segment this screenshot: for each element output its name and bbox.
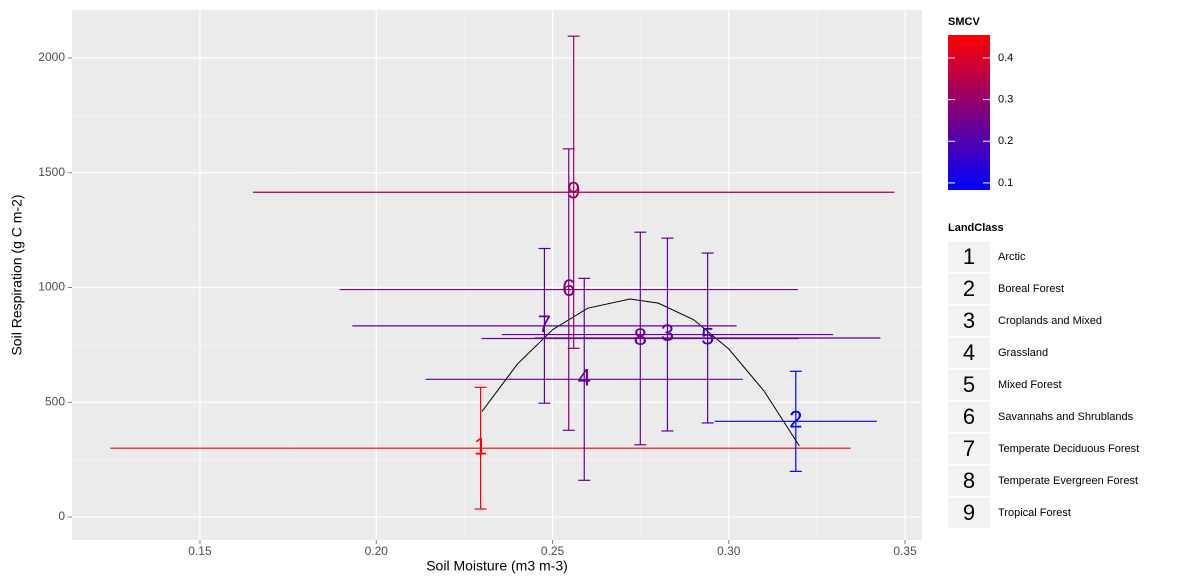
legend-key-label: 5	[963, 372, 975, 397]
legend-label: Temperate Deciduous Forest	[998, 443, 1139, 455]
point-label: 5	[701, 323, 714, 350]
y-tick-label: 1500	[38, 165, 65, 179]
y-tick-label: 500	[45, 394, 65, 408]
legend-key	[948, 338, 990, 368]
y-tick-label: 1000	[38, 280, 65, 294]
x-tick-label: 0.15	[188, 544, 212, 558]
legend-key	[948, 306, 990, 336]
fit-curve	[481, 298, 800, 447]
legend-label: Arctic	[998, 251, 1026, 263]
legend-key-label: 4	[963, 340, 975, 365]
colorbar-label: 0.4	[998, 52, 1013, 64]
legend-key-label: 2	[963, 276, 975, 301]
point-label: 7	[538, 311, 551, 338]
legend-key	[948, 242, 990, 272]
legend-key	[948, 402, 990, 432]
x-tick-label: 0.25	[541, 544, 565, 558]
legend-key	[948, 370, 990, 400]
x-axis-title: Soil Moisture (m3 m-3)	[426, 558, 568, 574]
y-axis-title: Soil Respiration (g C m-2)	[9, 194, 25, 355]
legend-key-label: 7	[963, 436, 975, 461]
x-tick-label: 0.20	[365, 544, 389, 558]
legend-key-label: 3	[963, 308, 975, 333]
x-tick-label: 0.35	[893, 544, 917, 558]
legend-label: Tropical Forest	[998, 507, 1071, 519]
point-label: 8	[634, 324, 647, 351]
point-label: 3	[661, 320, 674, 347]
y-tick-label: 0	[58, 509, 65, 523]
colorbar-label: 0.3	[998, 93, 1013, 105]
legend-key-label: 6	[963, 404, 975, 429]
shape-legend-title: LandClass	[948, 222, 1004, 234]
point-label: 2	[789, 407, 802, 434]
point-label: 4	[578, 365, 591, 392]
point-label: 1	[474, 434, 487, 461]
point-label: 9	[567, 178, 580, 205]
legend-key-label: 1	[963, 244, 975, 269]
legend-key-label: 9	[963, 500, 975, 525]
legend-label: Mixed Forest	[998, 379, 1062, 391]
legend-key	[948, 466, 990, 496]
x-tick-label: 0.30	[717, 544, 741, 558]
legend-key	[948, 274, 990, 304]
point-label: 6	[562, 275, 575, 302]
legend-key	[948, 434, 990, 464]
legend-label: Grassland	[998, 347, 1048, 359]
legend-key-label: 8	[963, 468, 975, 493]
colorbar	[948, 35, 990, 190]
legend-label: Boreal Forest	[998, 283, 1064, 295]
colorbar-label: 0.1	[998, 177, 1013, 189]
legend-label: Croplands and Mixed	[998, 315, 1102, 327]
legend-label: Savannahs and Shrublands	[998, 411, 1134, 423]
y-tick-label: 2000	[38, 50, 65, 64]
legend-key	[948, 498, 990, 528]
color-legend-title: SMCV	[948, 16, 980, 28]
panel	[72, 10, 922, 540]
colorbar-label: 0.2	[998, 135, 1013, 147]
legend-label: Temperate Evergreen Forest	[998, 475, 1138, 487]
